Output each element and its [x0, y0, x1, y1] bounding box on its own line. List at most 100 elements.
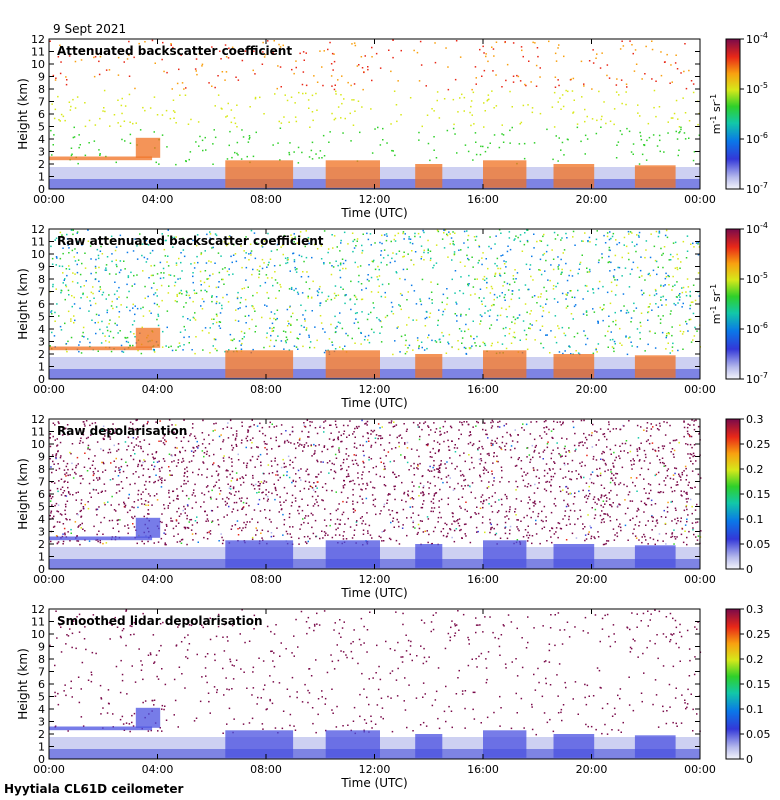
data-pixel: [678, 126, 681, 128]
data-pixel: [472, 159, 474, 161]
data-pixel: [661, 304, 663, 306]
data-pixel: [404, 457, 406, 459]
data-pixel: [305, 256, 308, 259]
data-pixel: [417, 426, 420, 428]
data-pixel: [341, 75, 343, 77]
data-pixel: [74, 60, 77, 63]
data-pixel: [120, 481, 123, 483]
data-pixel: [51, 257, 54, 260]
data-pixel: [424, 530, 426, 532]
data-pixel: [289, 433, 291, 436]
data-pixel: [534, 500, 536, 502]
data-pixel: [241, 529, 243, 532]
data-pixel: [505, 261, 507, 263]
data-pixel: [60, 289, 63, 292]
data-pixel: [679, 296, 681, 298]
data-pixel: [618, 455, 620, 457]
data-pixel: [226, 496, 228, 499]
data-pixel: [49, 500, 52, 502]
data-pixel: [461, 93, 463, 96]
data-pixel: [460, 249, 462, 251]
data-pixel: [554, 472, 556, 475]
data-pixel: [592, 62, 595, 64]
data-pixel: [110, 350, 113, 353]
data-pixel: [413, 290, 416, 292]
data-pixel: [293, 259, 296, 261]
data-pixel: [203, 501, 205, 503]
panel-title: Raw attenuated backscatter coefficient: [57, 234, 324, 248]
data-pixel: [133, 506, 135, 509]
data-pixel: [168, 285, 170, 287]
data-pixel: [262, 41, 264, 44]
data-pixel: [187, 123, 190, 125]
data-pixel: [189, 319, 191, 321]
data-pixel: [667, 274, 669, 277]
data-pixel: [673, 529, 675, 531]
data-pixel: [258, 498, 261, 501]
data-pixel: [89, 245, 92, 247]
data-pixel: [166, 525, 168, 527]
data-pixel: [547, 441, 549, 443]
data-pixel: [154, 457, 156, 460]
data-pixel: [295, 346, 298, 348]
data-pixel: [509, 508, 511, 511]
data-pixel: [430, 281, 432, 283]
data-pixel: [589, 478, 591, 480]
data-pixel: [381, 426, 383, 428]
data-pixel: [125, 340, 128, 343]
data-pixel: [563, 55, 565, 58]
data-pixel: [621, 466, 624, 469]
data-pixel: [493, 527, 495, 530]
data-pixel: [201, 139, 204, 142]
data-pixel: [678, 149, 680, 151]
data-pixel: [362, 460, 364, 463]
data-pixel: [308, 156, 311, 158]
data-pixel: [636, 490, 638, 492]
data-pixel: [218, 281, 220, 283]
data-pixel: [305, 470, 307, 472]
data-pixel: [164, 479, 166, 481]
data-pixel: [601, 452, 603, 455]
data-pixel: [588, 271, 590, 273]
data-pixel: [663, 465, 665, 467]
data-pixel: [574, 244, 576, 246]
data-pixel: [64, 509, 66, 512]
data-pixel: [169, 474, 172, 476]
data-pixel: [137, 436, 139, 438]
data-pixel: [589, 493, 591, 495]
data-pixel: [504, 299, 506, 301]
data-pixel: [142, 306, 144, 309]
data-pixel: [126, 336, 129, 339]
data-pixel: [398, 543, 401, 545]
x-tick-label: 04:00: [142, 193, 174, 206]
data-pixel: [436, 283, 439, 285]
data-pixel: [680, 479, 682, 481]
data-pixel: [686, 491, 688, 494]
data-pixel: [623, 425, 625, 427]
data-pixel: [457, 348, 460, 351]
data-pixel: [373, 259, 375, 262]
data-pixel: [622, 45, 625, 47]
data-pixel: [623, 305, 625, 307]
data-pixel: [475, 141, 477, 143]
cloud-block: [415, 164, 443, 188]
data-pixel: [585, 310, 588, 312]
data-pixel: [98, 266, 100, 269]
data-pixel: [224, 500, 227, 503]
data-pixel: [95, 489, 97, 491]
data-pixel: [304, 318, 306, 320]
data-pixel: [353, 454, 355, 456]
data-pixel: [416, 449, 418, 451]
data-pixel: [526, 447, 528, 449]
data-pixel: [527, 104, 529, 106]
data-pixel: [571, 275, 574, 277]
data-pixel: [204, 327, 207, 329]
data-pixel: [598, 439, 600, 441]
data-pixel: [665, 516, 667, 518]
data-pixel: [212, 273, 214, 275]
data-pixel: [581, 96, 583, 98]
data-pixel: [438, 309, 440, 311]
data-pixel: [340, 440, 342, 443]
data-pixel: [417, 465, 419, 467]
data-pixel: [64, 298, 66, 301]
